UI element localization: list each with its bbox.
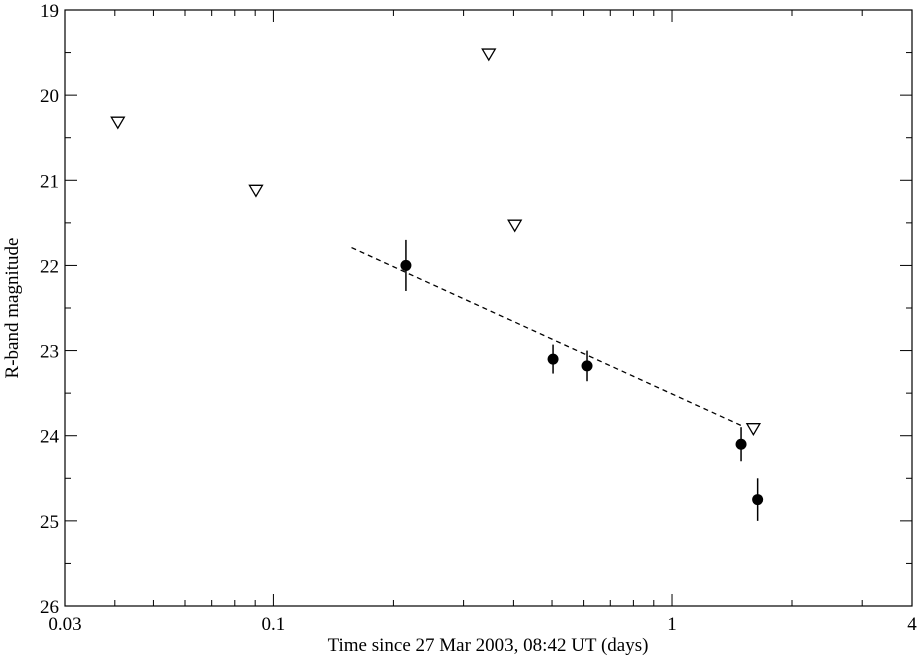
upper-limit-marker xyxy=(481,48,497,62)
upper-limit-marker xyxy=(507,219,523,233)
fit-line xyxy=(351,246,742,427)
detection-point xyxy=(581,360,593,372)
upper-limit-marker xyxy=(110,116,126,130)
y-tick-label: 23 xyxy=(40,342,59,363)
detection-point xyxy=(735,438,747,450)
y-tick-label: 19 xyxy=(40,1,59,22)
y-tick-label: 20 xyxy=(40,86,59,107)
detection-point xyxy=(400,259,412,271)
x-tick-label: 4 xyxy=(907,614,917,635)
y-tick-label: 25 xyxy=(40,512,59,533)
x-axis-label: Time since 27 Mar 2003, 08:42 UT (days) xyxy=(328,635,649,656)
x-tick-label: 1 xyxy=(667,614,677,635)
x-tick-label: 0.1 xyxy=(262,614,286,635)
upper-limit-marker xyxy=(745,423,762,437)
y-tick-label: 26 xyxy=(40,597,59,618)
detection-point xyxy=(752,494,764,506)
plot-frame xyxy=(64,9,913,607)
y-axis-label: R-band magnitude xyxy=(2,238,23,379)
upper-limit-marker xyxy=(248,184,264,198)
x-tick-label: 0.03 xyxy=(48,614,81,635)
y-tick-label: 24 xyxy=(40,427,60,448)
y-tick-label: 21 xyxy=(40,171,59,192)
y-tick-label: 22 xyxy=(40,256,59,277)
detection-point xyxy=(547,353,559,365)
